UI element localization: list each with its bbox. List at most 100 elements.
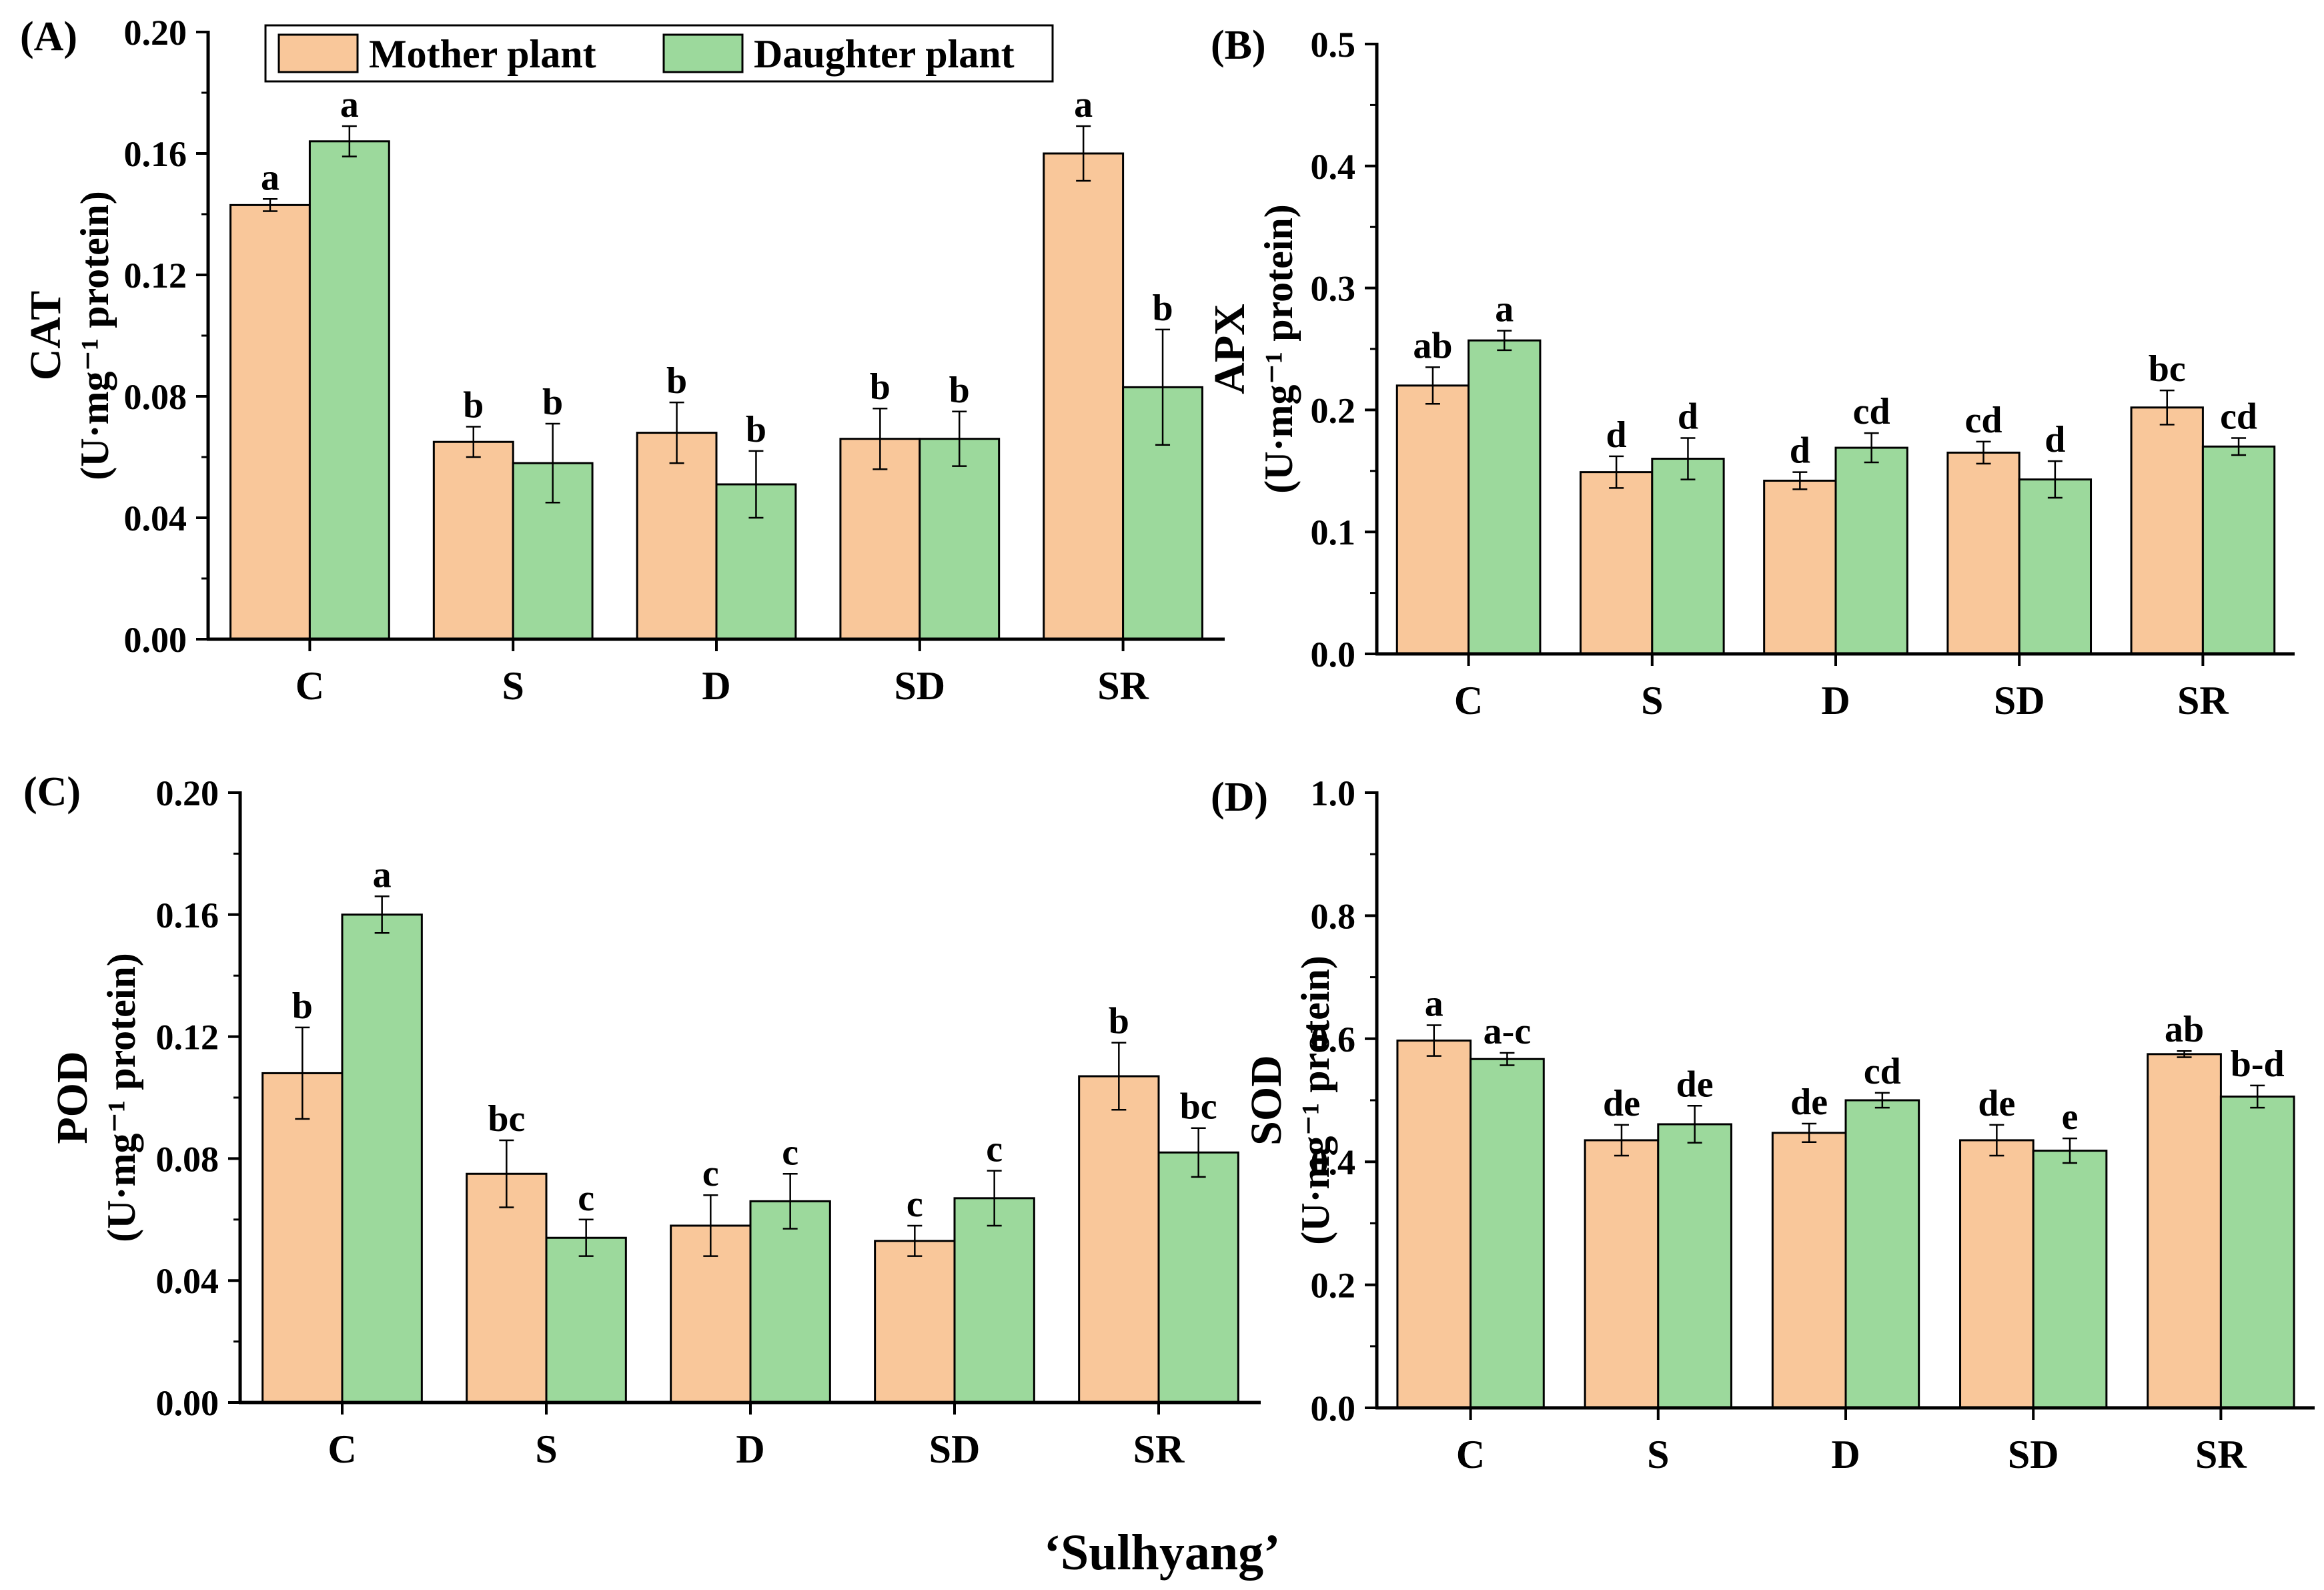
y-tick-label: 0.20 bbox=[156, 773, 219, 813]
x-tick-label: SR bbox=[2177, 679, 2229, 723]
x-tick-label: C bbox=[1456, 1433, 1485, 1477]
significance-letter: cd bbox=[1864, 1051, 1901, 1092]
x-tick-label: S bbox=[502, 664, 524, 708]
bar bbox=[1771, 1132, 1847, 1409]
significance-letter: d bbox=[1790, 430, 1810, 472]
significance-letter: c bbox=[702, 1153, 719, 1194]
significance-letter: ab bbox=[2165, 1009, 2204, 1050]
significance-letter: d bbox=[1606, 414, 1627, 456]
panel-label: (A) bbox=[20, 14, 77, 59]
significance-letter: b-d bbox=[2231, 1044, 2285, 1085]
bar bbox=[1396, 1040, 1472, 1409]
legend-label-daughter: Daughter plant bbox=[754, 32, 1015, 76]
bar bbox=[1470, 1058, 1545, 1409]
x-tick-label: S bbox=[1641, 679, 1663, 723]
bar bbox=[341, 913, 423, 1404]
bar bbox=[953, 1197, 1035, 1404]
x-tick-label: SD bbox=[929, 1427, 981, 1471]
bar bbox=[1584, 1139, 1660, 1409]
significance-letter: d bbox=[1678, 396, 1698, 437]
y-tick-label: 0.3 bbox=[1311, 269, 1356, 309]
bar bbox=[308, 140, 390, 641]
bar bbox=[2219, 1095, 2295, 1409]
y-tick-label: 0.16 bbox=[156, 895, 219, 935]
significance-letter: e bbox=[2062, 1096, 2079, 1138]
x-tick-label: SD bbox=[894, 664, 945, 708]
y-tick-label: 0.0 bbox=[1311, 1388, 1356, 1429]
x-tick-label: SD bbox=[2008, 1433, 2059, 1477]
y-axis-unit-label: (U·mg⁻¹ protein) bbox=[1293, 955, 1337, 1245]
y-tick-label: 0.04 bbox=[124, 498, 187, 538]
y-axis-label: POD bbox=[48, 1051, 97, 1144]
significance-letter: b bbox=[870, 366, 891, 408]
bar bbox=[1078, 1075, 1160, 1404]
y-tick-label: 0.12 bbox=[156, 1018, 219, 1058]
x-tick-label: SR bbox=[2195, 1433, 2247, 1477]
y-tick-label: 0.04 bbox=[156, 1261, 219, 1301]
bar bbox=[1844, 1099, 1920, 1409]
y-tick-label: 0.6 bbox=[1311, 1020, 1356, 1060]
significance-letter: cd bbox=[1853, 391, 1890, 432]
x-tick-label: SR bbox=[1133, 1427, 1185, 1471]
significance-letter: c bbox=[986, 1129, 1003, 1170]
significance-letter: b bbox=[666, 360, 687, 402]
figure-x-label: ‘Sulhyang’ bbox=[1044, 1525, 1281, 1581]
bar bbox=[1946, 451, 2020, 655]
significance-letter: a bbox=[1495, 289, 1514, 330]
significance-letter: b bbox=[542, 382, 563, 423]
significance-letter: a bbox=[340, 84, 359, 125]
bar bbox=[1157, 1151, 1239, 1404]
bar bbox=[1657, 1123, 1732, 1409]
legend-swatch-daughter bbox=[662, 33, 744, 73]
x-tick-label: C bbox=[328, 1427, 356, 1471]
y-tick-label: 0.0 bbox=[1311, 635, 1356, 675]
y-tick-label: 0.2 bbox=[1311, 390, 1356, 430]
bar bbox=[2201, 445, 2276, 655]
bar bbox=[466, 1172, 548, 1404]
panel-label: (C) bbox=[23, 769, 81, 815]
bar bbox=[512, 462, 594, 641]
y-tick-label: 0.08 bbox=[156, 1139, 219, 1179]
bar bbox=[1043, 152, 1125, 641]
y-tick-label: 1.0 bbox=[1311, 773, 1356, 813]
y-tick-label: 0.2 bbox=[1311, 1266, 1356, 1306]
bar bbox=[2032, 1150, 2108, 1409]
x-tick-label: C bbox=[296, 664, 324, 708]
bar bbox=[839, 438, 921, 641]
significance-letter: ab bbox=[1413, 325, 1452, 366]
significance-letter: a bbox=[261, 157, 279, 198]
bar bbox=[874, 1240, 956, 1404]
significance-letter: a bbox=[373, 854, 392, 895]
bar bbox=[1395, 384, 1470, 655]
bar bbox=[919, 438, 1001, 641]
significance-letter: de bbox=[1790, 1082, 1828, 1123]
bar bbox=[545, 1236, 627, 1404]
chart-panel: (C) POD (U·mg⁻¹ protein) 0.00 0.04 0.08 0.12 0.… bbox=[23, 769, 1261, 1471]
y-tick-label: 0.20 bbox=[124, 13, 187, 53]
chart-panel: (D) SOD (U·mg⁻¹ protein) 0.0 0.2 0.4 0.6 0.8 1.0… bbox=[1211, 773, 2315, 1477]
y-tick-label: 0.5 bbox=[1311, 25, 1356, 65]
bar bbox=[1651, 458, 1725, 655]
bar bbox=[749, 1200, 831, 1404]
bar bbox=[1763, 479, 1837, 655]
x-tick-label: SR bbox=[1097, 664, 1149, 708]
significance-letter: bc bbox=[488, 1098, 525, 1140]
significance-letter: b bbox=[1109, 1001, 1129, 1042]
chart-panel: (A) CAT (U·mg⁻¹ protein) 0.00 0.04 0.08 0.12 0.… bbox=[20, 13, 1225, 708]
y-tick-label: 0.1 bbox=[1311, 512, 1356, 552]
significance-letter: cd bbox=[2220, 396, 2257, 437]
y-axis-unit-label: (U·mg⁻¹ protein) bbox=[99, 953, 143, 1242]
y-tick-label: 0.12 bbox=[124, 256, 187, 296]
legend-box bbox=[264, 24, 1054, 83]
significance-letter: c bbox=[578, 1178, 594, 1219]
y-axis-unit-label: (U·mg⁻¹ protein) bbox=[73, 191, 117, 480]
significance-letter: de bbox=[1603, 1083, 1640, 1124]
y-tick-label: 0.08 bbox=[124, 377, 187, 417]
y-tick-label: 0.00 bbox=[124, 620, 187, 660]
x-tick-label: D bbox=[1821, 679, 1850, 723]
significance-letter: de bbox=[1978, 1083, 2015, 1124]
significance-letter: b bbox=[292, 985, 313, 1027]
x-tick-label: SD bbox=[1994, 679, 2045, 723]
bar bbox=[2147, 1053, 2222, 1409]
